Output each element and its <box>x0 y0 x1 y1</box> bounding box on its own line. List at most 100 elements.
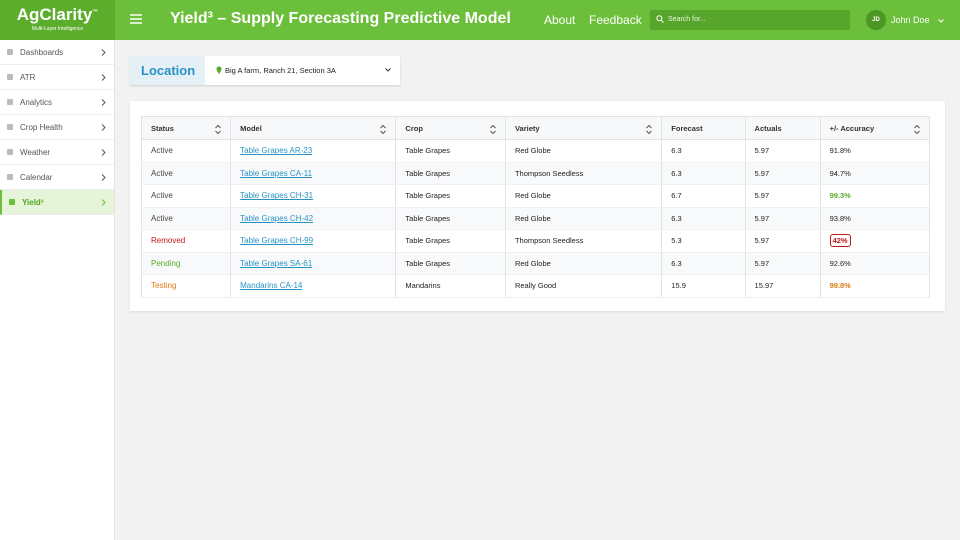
accuracy: 42% <box>829 234 851 248</box>
model-link[interactable]: Table Grapes CH-31 <box>240 191 314 201</box>
header-text: Actuals <box>754 123 782 133</box>
header-text: Forecast <box>671 123 703 133</box>
table-cell: 6.3 <box>661 139 746 163</box>
table-row: Pending Table Grapes SA-61 Table Grapes Red… <box>140 252 930 275</box>
table-cell: 5.3 <box>661 229 746 253</box>
status: Testing <box>151 281 177 291</box>
table-cell: 15.9 <box>661 274 746 298</box>
status: Active <box>151 168 173 178</box>
top-bar: AgClarity™ Multi-Layer Intelligence Yield… <box>0 0 960 40</box>
table-card: Status Model Crop Variety Forecast Actuals +/-… <box>130 101 945 311</box>
variety: Red Globe <box>514 191 551 201</box>
table-cell[interactable]: Table Grapes CH-31 <box>230 184 396 208</box>
variety: Really Good <box>514 281 557 291</box>
table-cell: Red Globe <box>504 252 662 275</box>
sidebar-item[interactable]: Dashboards <box>0 40 114 65</box>
model-link[interactable]: Table Grapes AR-23 <box>240 146 313 156</box>
table-body: Active Table Grapes AR-23 Table Grapes Red … <box>140 139 930 298</box>
table-cell: 5.97 <box>744 207 821 230</box>
sidebar-icon <box>7 99 13 105</box>
logo[interactable]: AgClarity™ Multi-Layer Intelligence <box>0 0 115 40</box>
crop: Table Grapes <box>405 168 451 178</box>
sidebar-item[interactable]: Crop Health <box>0 115 114 140</box>
table-cell: Active <box>140 139 231 163</box>
chevron <box>101 174 106 181</box>
sidebar-icon <box>7 124 13 130</box>
sidebar-item[interactable]: Calendar <box>0 165 114 190</box>
table-cell[interactable]: Table Grapes CH-99 <box>230 229 396 253</box>
table-cell: Really Good <box>504 274 662 298</box>
status: Removed <box>151 236 186 246</box>
model-link[interactable]: Table Grapes CH-42 <box>240 213 314 223</box>
forecast: 6.3 <box>671 258 682 268</box>
location-selector[interactable]: Location Big A farm, Ranch 21, Section 3… <box>130 56 400 85</box>
sidebar-icon <box>7 174 13 180</box>
menu-button[interactable] <box>130 14 142 24</box>
table-row: Active Table Grapes CH-31 Table Grapes Red … <box>140 184 930 208</box>
table-cell: 5.97 <box>744 229 821 253</box>
table-cell: 5.97 <box>744 139 821 163</box>
column-header[interactable]: Variety <box>504 116 663 140</box>
table-row: Removed Table Grapes CH-99 Table Grapes Tho… <box>140 229 930 253</box>
model-link[interactable]: Mandarins CA-14 <box>240 281 303 291</box>
sidebar-item[interactable]: Analytics <box>0 90 114 115</box>
table-cell: Table Grapes <box>395 229 506 253</box>
sidebar-label: Calendar <box>20 173 53 182</box>
actuals: 5.97 <box>754 146 770 156</box>
column-header[interactable]: Status <box>140 116 232 140</box>
accuracy: 99.3% <box>829 191 851 201</box>
status: Pending <box>151 258 181 268</box>
tagline: Multi-Layer Intelligence <box>31 26 84 32</box>
sidebar-item[interactable]: ATR <box>0 65 114 90</box>
sort-icon <box>646 125 653 134</box>
table-cell: Testing <box>140 274 231 298</box>
table-cell[interactable]: Table Grapes CH-42 <box>230 207 396 230</box>
model-link[interactable]: Table Grapes SA-61 <box>240 258 313 268</box>
user-name[interactable]: John Doe <box>891 15 944 25</box>
forecast: 6.3 <box>671 213 682 223</box>
table-cell: Removed <box>140 229 231 253</box>
table-cell: 93.8% <box>819 207 930 230</box>
table-cell: 5.97 <box>744 184 821 208</box>
sidebar-label: Analytics <box>20 98 53 107</box>
table-cell[interactable]: Table Grapes SA-61 <box>230 252 396 275</box>
table-cell[interactable]: Table Grapes AR-23 <box>230 139 396 163</box>
actuals: 5.97 <box>754 168 770 178</box>
model-link[interactable]: Table Grapes CA-11 <box>240 168 313 178</box>
actuals: 5.97 <box>754 191 770 201</box>
nav-link[interactable]: Feedback <box>589 13 642 27</box>
column-header[interactable]: Actuals <box>744 116 821 140</box>
variety: Red Globe <box>514 146 551 156</box>
forecast: 5.3 <box>671 236 682 246</box>
location-value: Big A farm, Ranch 21, Section 3A <box>216 66 336 75</box>
nav-link[interactable]: About <box>544 13 576 27</box>
column-header[interactable]: Forecast <box>661 116 746 140</box>
table-cell: Table Grapes <box>395 162 506 185</box>
sidebar-item[interactable]: Weather <box>0 140 114 165</box>
column-header[interactable]: Model <box>230 116 397 140</box>
avatar[interactable]: JD <box>866 10 886 30</box>
column-header[interactable]: +/- Accuracy <box>819 116 931 140</box>
accuracy: 91.8% <box>829 146 851 156</box>
crop: Table Grapes <box>405 146 451 156</box>
table-cell: Active <box>140 184 231 208</box>
column-header[interactable]: Crop <box>395 116 506 140</box>
sidebar-item[interactable]: Yield³ <box>0 190 114 215</box>
table-row: Testing Mandarins CA-14 Mandarins Really Go… <box>140 274 930 298</box>
chevron <box>101 99 106 106</box>
table-cell[interactable]: Mandarins CA-14 <box>230 274 396 298</box>
sidebar-label: Crop Health <box>20 123 63 132</box>
actuals: 5.97 <box>754 213 770 223</box>
model-link[interactable]: Table Grapes CH-99 <box>240 236 314 246</box>
table-cell: 91.8% <box>819 139 930 163</box>
location-text: Big A farm, Ranch 21, Section 3A <box>225 66 336 75</box>
table-row: Active Table Grapes CH-42 Table Grapes Red … <box>140 207 930 230</box>
table-cell: Thompson Seedless <box>504 229 662 253</box>
search-box[interactable]: Search for... <box>650 10 850 30</box>
header-text: Model <box>240 123 262 133</box>
sort-icon <box>380 125 387 134</box>
sidebar-label: Dashboards <box>20 48 64 57</box>
table-cell[interactable]: Table Grapes CA-11 <box>230 162 396 185</box>
accuracy: 99.8% <box>829 281 851 291</box>
